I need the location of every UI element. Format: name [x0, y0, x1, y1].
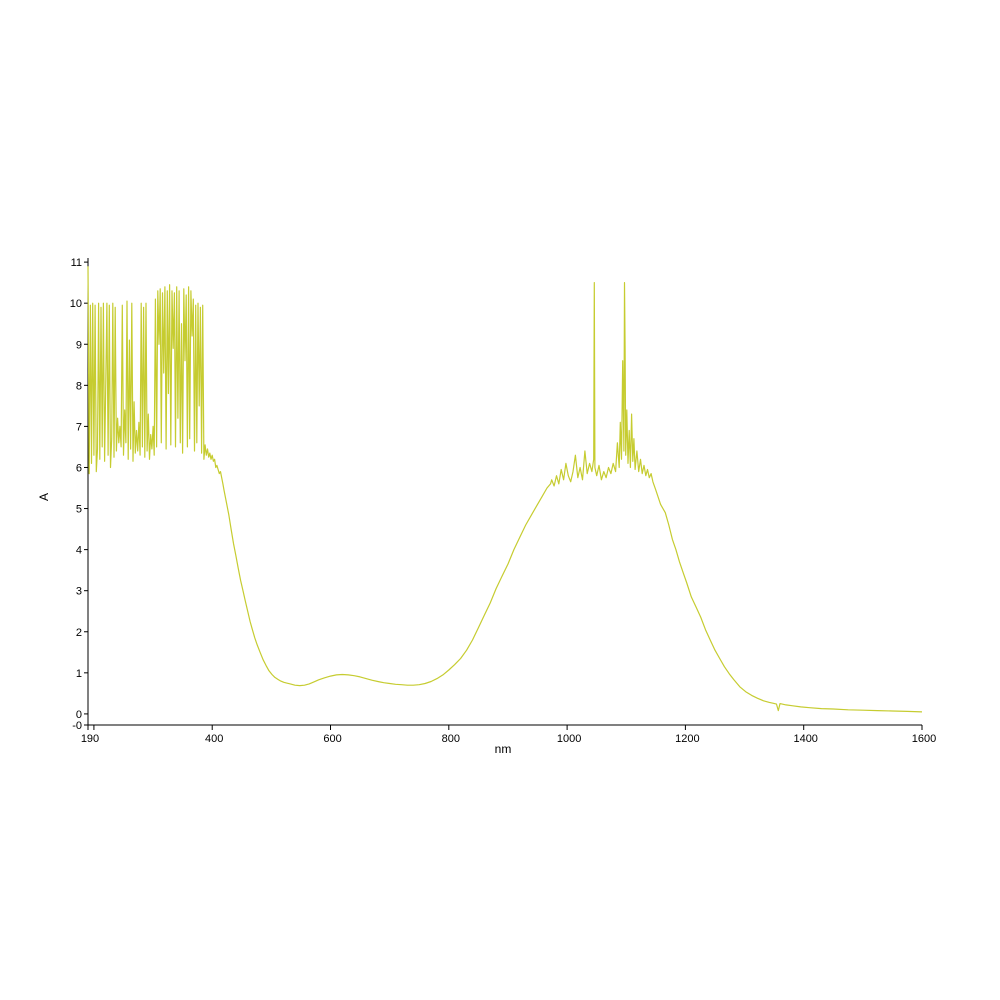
y-axis-title: A [37, 493, 51, 502]
y-axis-tick-label: 1 [76, 668, 82, 680]
y-axis-tick-label: 0 [76, 709, 82, 721]
y-axis-tick-label: 2 [76, 627, 82, 639]
y-axis-tick-label: 6 [76, 462, 82, 474]
x-axis-tick-label: 400 [205, 733, 223, 745]
y-axis-tick-label: 3 [76, 586, 82, 598]
y-axis-tick-label: 9 [76, 339, 82, 351]
x-axis-tick-label: 1400 [793, 733, 817, 745]
x-axis-title: nm [494, 742, 512, 756]
x-axis-tick-label: 800 [442, 733, 460, 745]
y-axis-tick-label: 7 [76, 421, 82, 433]
x-axis-tick-label: 190 [81, 733, 99, 745]
y-axis-tick-label: -0 [72, 720, 82, 732]
y-axis-tick-label: 11 [71, 257, 82, 269]
x-axis-tick-label: 600 [323, 733, 341, 745]
y-axis-tick-label: 8 [76, 380, 82, 392]
x-axis-tick-label: 1600 [912, 733, 936, 745]
spectrum-line-absorbance-spectrum [87, 266, 923, 713]
x-axis-tick-label: 1200 [675, 733, 699, 745]
y-axis-tick-label: 5 [76, 504, 82, 516]
x-axis-tick-label: 1000 [557, 733, 581, 745]
y-axis-tick-label: 10 [70, 298, 82, 310]
y-axis-tick-label: 4 [76, 545, 82, 557]
